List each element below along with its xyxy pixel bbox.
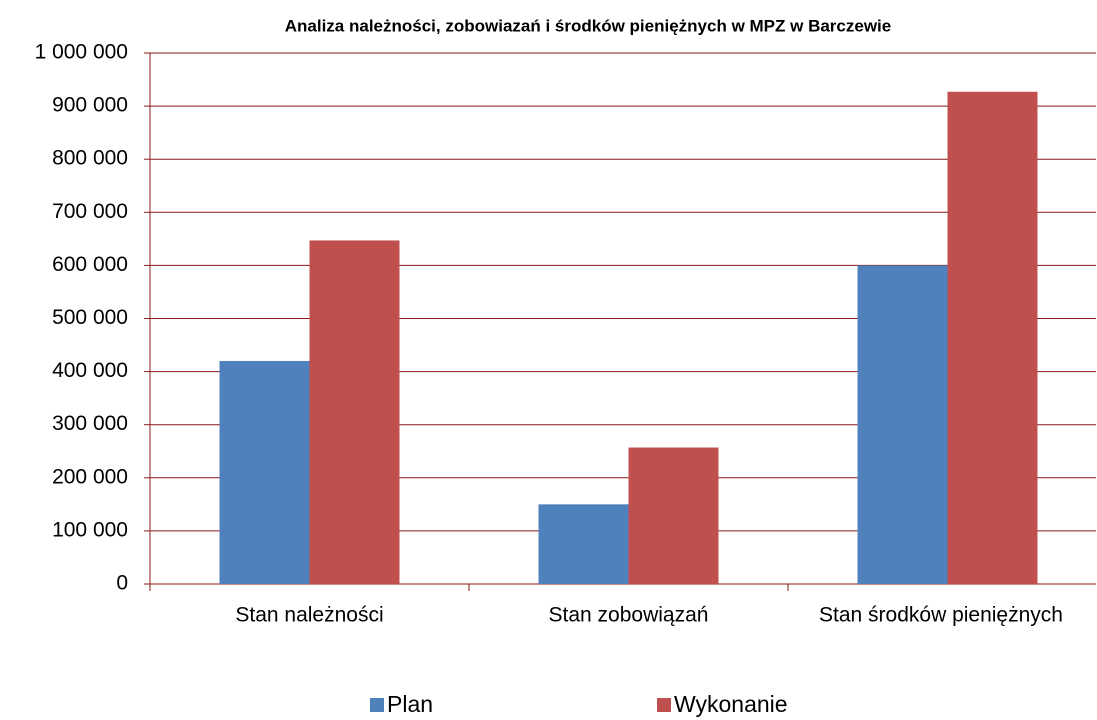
y-tick-label: 100 000 <box>52 518 128 541</box>
bar <box>628 447 719 584</box>
y-tick-label: 300 000 <box>52 412 128 435</box>
bar <box>857 265 948 584</box>
y-tick-label: 200 000 <box>52 465 128 488</box>
x-tick-label: Stan środków pieniężnych <box>819 604 1063 627</box>
bar <box>538 504 629 584</box>
legend-label: Wykonanie <box>674 691 788 717</box>
y-tick-label: 900 000 <box>52 94 128 117</box>
y-tick-label: 700 000 <box>52 200 128 223</box>
legend-swatch <box>370 698 384 712</box>
y-tick-label: 800 000 <box>52 147 128 170</box>
chart-title: Analiza należności, zobowiazań i środków… <box>285 16 891 35</box>
bar <box>219 360 310 584</box>
y-tick-label: 600 000 <box>52 253 128 276</box>
bar <box>309 240 400 584</box>
y-tick-label: 1 000 000 <box>35 41 128 64</box>
y-tick-label: 0 <box>116 572 128 595</box>
bar <box>947 91 1038 584</box>
y-tick-label: 500 000 <box>52 306 128 329</box>
y-tick-label: 400 000 <box>52 359 128 382</box>
legend-swatch <box>657 698 671 712</box>
x-tick-label: Stan należności <box>235 604 383 627</box>
legend-label: Plan <box>387 691 433 717</box>
x-tick-label: Stan zobowiązań <box>549 604 709 627</box>
